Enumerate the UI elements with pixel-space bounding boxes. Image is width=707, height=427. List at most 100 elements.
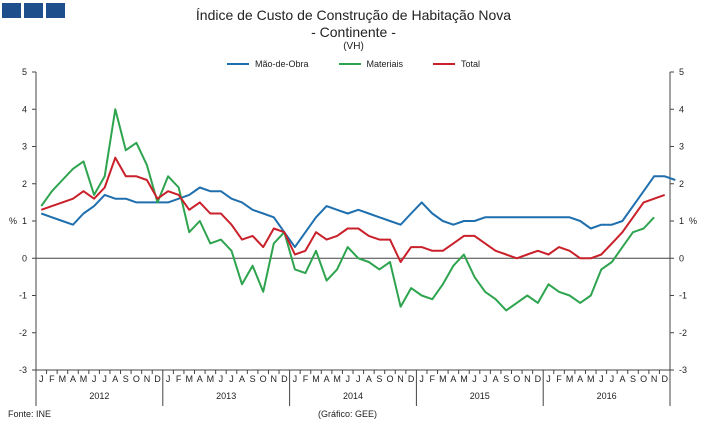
month-tick-label: D: [535, 374, 542, 384]
month-tick-label: F: [49, 374, 55, 384]
month-tick-label: M: [333, 374, 341, 384]
legend-label: Materiais: [366, 59, 404, 69]
series-line-m-o-de-obra: [40, 175, 676, 249]
legend-item-total: Total: [433, 59, 480, 69]
year-label: 2012: [89, 391, 109, 401]
month-tick-label: N: [144, 374, 151, 384]
month-tick-label: A: [324, 374, 330, 384]
month-tick-label: J: [229, 374, 234, 384]
month-tick-label: S: [123, 374, 129, 384]
unit-note: (VH): [343, 41, 364, 52]
month-tick-label: M: [185, 374, 193, 384]
legend-swatch: [338, 63, 361, 65]
month-tick-label: M: [59, 374, 67, 384]
y-tick-label-left: 0: [22, 253, 27, 263]
month-tick-label: O: [386, 374, 393, 384]
legend-label: Mão-de-Obra: [254, 59, 309, 69]
y-tick-label-right: 3: [679, 142, 684, 152]
logo-block: [24, 3, 43, 18]
month-tick-label: F: [556, 374, 562, 384]
month-tick-label: J: [356, 374, 361, 384]
logo-block: [46, 3, 65, 18]
month-tick-label: J: [472, 374, 477, 384]
month-tick-label: J: [483, 374, 488, 384]
month-tick-label: J: [39, 374, 44, 384]
month-tick-label: M: [566, 374, 574, 384]
y-axis-label-right: %: [689, 216, 697, 226]
y-tick-label-right: 0: [679, 253, 684, 263]
month-tick-label: D: [281, 374, 288, 384]
ine-logo-blocks-icon: [2, 3, 65, 18]
month-tick-label: A: [366, 374, 372, 384]
month-tick-label: M: [80, 374, 88, 384]
month-tick-label: J: [599, 374, 604, 384]
year-label: 2014: [343, 391, 363, 401]
month-tick-label: D: [661, 374, 668, 384]
month-tick-label: M: [460, 374, 468, 384]
y-tick-label-left: -3: [19, 365, 27, 375]
month-tick-label: N: [271, 374, 278, 384]
month-tick-label: N: [524, 374, 531, 384]
month-tick-label: O: [640, 374, 647, 384]
month-tick-label: S: [503, 374, 509, 384]
legend-swatch: [226, 63, 249, 65]
series-line-total: [40, 156, 666, 263]
month-tick-label: J: [166, 374, 171, 384]
y-tick-label-left: 2: [22, 179, 27, 189]
month-tick-label: A: [450, 374, 456, 384]
month-tick-label: O: [260, 374, 267, 384]
legend-item-mao-de-obra: Mão-de-Obra: [226, 59, 309, 69]
year-label: 2016: [597, 391, 617, 401]
month-tick-label: J: [219, 374, 224, 384]
legend: Mão-de-Obra Materiais Total: [0, 59, 707, 69]
month-tick-label: M: [439, 374, 447, 384]
year-label: 2013: [216, 391, 236, 401]
month-tick-label: S: [250, 374, 256, 384]
source-note: Fonte: INE: [8, 409, 52, 419]
month-tick-label: J: [293, 374, 298, 384]
series-line-materiais: [40, 108, 655, 312]
logo-block: [2, 3, 21, 18]
month-tick-label: J: [546, 374, 551, 384]
month-tick-label: M: [207, 374, 215, 384]
y-tick-label-left: -2: [19, 328, 27, 338]
y-tick-label-right: -3: [679, 365, 687, 375]
month-tick-label: J: [345, 374, 350, 384]
y-tick-label-right: -2: [679, 328, 687, 338]
y-tick-label-left: -1: [19, 291, 27, 301]
month-tick-label: N: [397, 374, 404, 384]
month-tick-label: J: [419, 374, 424, 384]
month-tick-label: M: [587, 374, 595, 384]
month-tick-label: D: [408, 374, 415, 384]
month-tick-label: F: [430, 374, 436, 384]
month-tick-label: S: [630, 374, 636, 384]
month-tick-label: A: [619, 374, 625, 384]
legend-label: Total: [461, 59, 481, 69]
month-tick-label: A: [493, 374, 499, 384]
month-tick-label: O: [133, 374, 140, 384]
month-tick-label: O: [513, 374, 520, 384]
month-tick-label: A: [197, 374, 203, 384]
legend-item-materiais: Materiais: [338, 59, 404, 69]
month-tick-label: A: [70, 374, 76, 384]
y-tick-label-left: 3: [22, 142, 27, 152]
month-tick-label: S: [376, 374, 382, 384]
y-tick-label-right: -1: [679, 291, 687, 301]
y-tick-label-right: 2: [679, 179, 684, 189]
chart-credit: (Gráfico: GEE): [318, 409, 378, 419]
y-tick-label-right: 5: [679, 67, 684, 77]
chart-title: Índice de Custo de Construção de Habitaç…: [195, 7, 512, 23]
y-tick-label-right: 1: [679, 216, 684, 226]
y-axis-label-left: %: [9, 216, 17, 226]
y-tick-label-left: 4: [22, 104, 27, 114]
month-tick-label: A: [577, 374, 583, 384]
month-tick-label: N: [651, 374, 658, 384]
month-tick-label: J: [92, 374, 97, 384]
month-tick-label: J: [610, 374, 615, 384]
month-tick-label: A: [112, 374, 118, 384]
legend-swatch: [433, 63, 456, 65]
month-tick-label: F: [176, 374, 182, 384]
month-tick-label: A: [239, 374, 245, 384]
chart-subtitle: - Continente -: [311, 24, 396, 40]
